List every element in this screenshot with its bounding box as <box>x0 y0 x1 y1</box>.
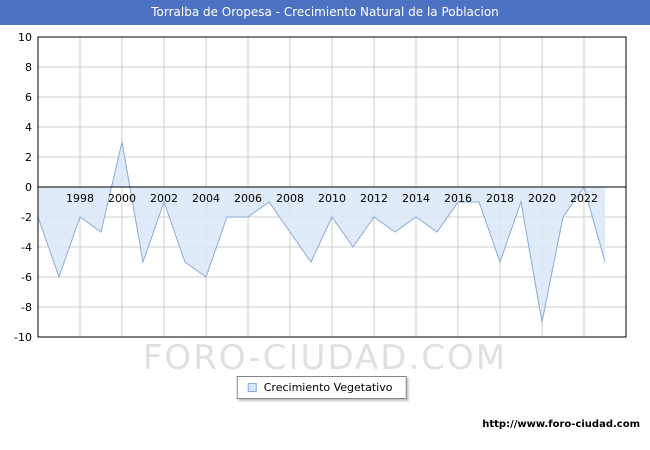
legend-marker-icon <box>247 383 257 392</box>
svg-text:-4: -4 <box>21 241 32 254</box>
plot-border <box>37 36 627 338</box>
svg-text:1998: 1998 <box>66 192 94 205</box>
svg-text:8: 8 <box>25 61 32 74</box>
svg-text:0: 0 <box>25 181 32 194</box>
svg-text:-8: -8 <box>21 301 32 314</box>
svg-text:-6: -6 <box>21 271 32 284</box>
svg-text:-10: -10 <box>14 331 32 344</box>
svg-text:2: 2 <box>25 151 32 164</box>
legend-label: Crecimiento Vegetativo <box>263 381 393 394</box>
svg-text:2008: 2008 <box>276 192 304 205</box>
svg-text:2000: 2000 <box>108 192 136 205</box>
svg-text:2018: 2018 <box>486 192 514 205</box>
svg-text:2010: 2010 <box>318 192 346 205</box>
svg-text:2016: 2016 <box>444 192 472 205</box>
svg-text:2004: 2004 <box>192 192 220 205</box>
svg-text:6: 6 <box>25 91 32 104</box>
x-axis-labels: 1998 2000 2002 2004 2006 2008 2010 2012 2014 2016… <box>66 192 598 205</box>
page-title: Torralba de Oropesa - Crecimiento Natura… <box>0 0 650 25</box>
svg-text:-2: -2 <box>21 211 32 224</box>
y-axis-labels: -10 -8 -6 -4 -2 0 2 4 6 8 10 <box>14 31 32 344</box>
svg-text:2012: 2012 <box>360 192 388 205</box>
svg-text:2006: 2006 <box>234 192 262 205</box>
source-url: http://www.foro-ciudad.com <box>482 419 640 430</box>
area-series <box>38 142 605 322</box>
svg-text:2022: 2022 <box>570 192 598 205</box>
svg-text:2014: 2014 <box>402 192 430 205</box>
line-series <box>37 141 606 323</box>
svg-text:2002: 2002 <box>150 192 178 205</box>
svg-text:2020: 2020 <box>528 192 556 205</box>
legend: Crecimiento Vegetativo <box>236 376 407 399</box>
svg-text:10: 10 <box>18 31 32 44</box>
svg-text:4: 4 <box>25 121 32 134</box>
